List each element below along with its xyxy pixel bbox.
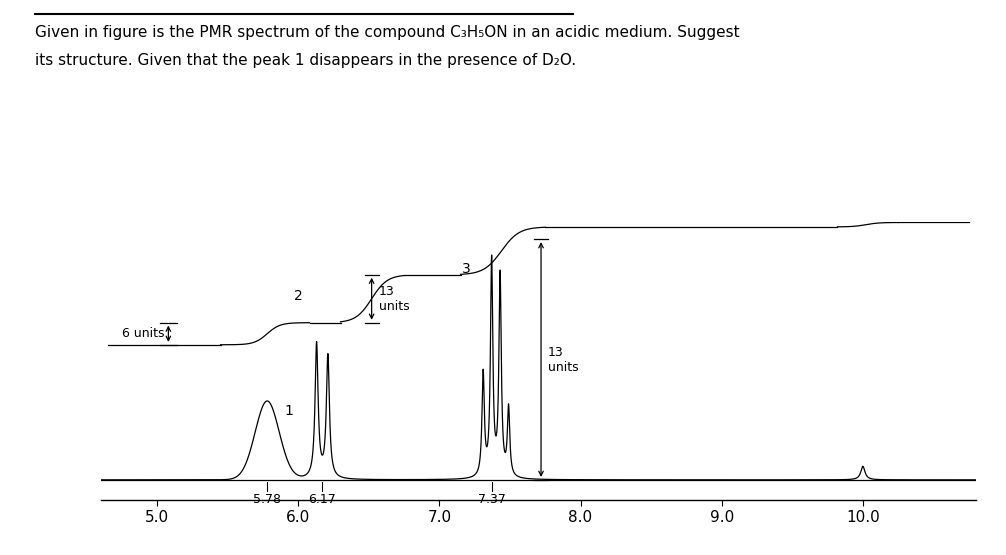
Text: 6 units: 6 units	[122, 327, 164, 340]
Text: 5.78: 5.78	[254, 493, 281, 506]
Text: 1: 1	[284, 404, 293, 418]
Text: 7.37: 7.37	[478, 493, 506, 506]
Text: Given in figure is the PMR spectrum of the compound C₃H₅ON in an acidic medium. : Given in figure is the PMR spectrum of t…	[35, 25, 739, 40]
Text: its structure. Given that the peak 1 disappears in the presence of D₂O.: its structure. Given that the peak 1 dis…	[35, 53, 576, 68]
Text: 2: 2	[294, 289, 303, 303]
Text: 13
units: 13 units	[378, 285, 409, 312]
Text: 6.17: 6.17	[309, 493, 336, 506]
Text: 3: 3	[462, 261, 471, 276]
Text: 13
units: 13 units	[548, 346, 578, 374]
